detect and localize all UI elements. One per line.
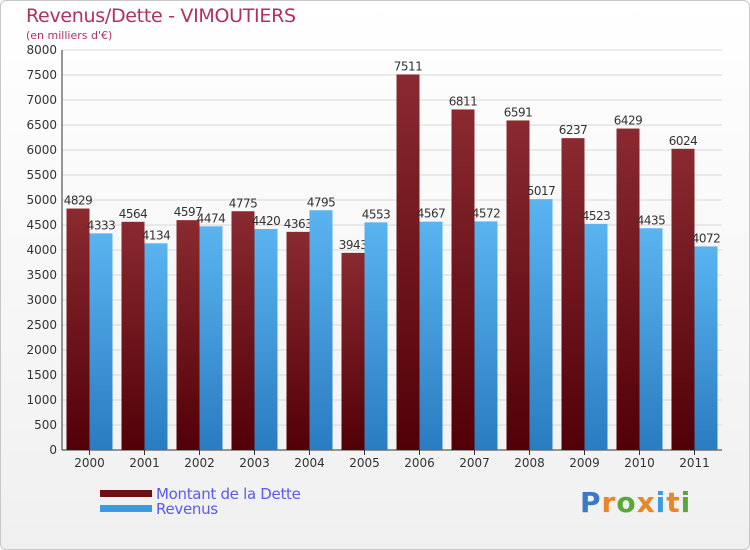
bar-revenus bbox=[584, 223, 608, 450]
bar-revenus bbox=[254, 229, 278, 450]
data-label: 4572 bbox=[472, 206, 501, 220]
data-label: 4072 bbox=[692, 231, 721, 245]
x-tick-label: 2003 bbox=[239, 456, 270, 470]
data-label: 4567 bbox=[417, 207, 446, 221]
data-label: 6237 bbox=[559, 123, 588, 137]
data-label: 4474 bbox=[197, 211, 226, 225]
bar-revenus bbox=[694, 246, 718, 450]
y-tick-label: 2500 bbox=[26, 318, 57, 332]
x-tick-label: 2007 bbox=[459, 456, 490, 470]
chart-title: Revenus/Dette - VIMOUTIERS bbox=[26, 5, 296, 27]
data-label: 4597 bbox=[174, 205, 203, 219]
bar-dette bbox=[231, 211, 255, 450]
data-label: 5017 bbox=[527, 184, 556, 198]
y-tick-label: 4500 bbox=[26, 218, 57, 232]
data-label: 6024 bbox=[669, 134, 698, 148]
y-tick-label: 6000 bbox=[26, 143, 57, 157]
bar-revenus bbox=[309, 210, 333, 450]
bar-revenus bbox=[199, 226, 223, 450]
y-tick-label: 3500 bbox=[26, 268, 57, 282]
data-label: 4363 bbox=[284, 217, 313, 231]
logo-letter: x bbox=[636, 486, 656, 519]
data-label: 6429 bbox=[614, 114, 643, 128]
bar-dette bbox=[176, 220, 200, 450]
data-label: 4795 bbox=[307, 195, 336, 209]
bar-revenus bbox=[639, 228, 663, 450]
x-tick-label: 2001 bbox=[129, 456, 160, 470]
bar-dette bbox=[616, 128, 640, 451]
legend-item-revenus: Revenus bbox=[100, 499, 301, 518]
logo-letter: t bbox=[666, 486, 681, 519]
bar-dette bbox=[561, 138, 585, 450]
y-tick-label: 5000 bbox=[26, 193, 57, 207]
x-tick-label: 2009 bbox=[569, 456, 600, 470]
bar-dette bbox=[121, 221, 145, 450]
bar-dette bbox=[451, 109, 475, 450]
y-tick-label: 2000 bbox=[26, 343, 57, 357]
y-tick-label: 4000 bbox=[26, 243, 57, 257]
data-label: 3943 bbox=[339, 238, 368, 252]
logo-letter: o bbox=[616, 486, 637, 519]
y-tick-label: 8000 bbox=[26, 43, 57, 57]
x-tick-label: 2011 bbox=[679, 456, 710, 470]
y-tick-label: 5500 bbox=[26, 168, 57, 182]
y-tick-label: 6500 bbox=[26, 118, 57, 132]
x-tick-label: 2005 bbox=[349, 456, 380, 470]
data-label: 4435 bbox=[637, 213, 666, 227]
legend-swatch-dette bbox=[100, 490, 152, 497]
bar-revenus bbox=[89, 233, 113, 450]
bar-dette bbox=[286, 231, 310, 450]
data-label: 4420 bbox=[252, 214, 281, 228]
y-tick-label: 500 bbox=[34, 418, 57, 432]
bar-revenus bbox=[419, 221, 443, 450]
data-label: 7511 bbox=[394, 59, 423, 73]
y-tick-label: 3000 bbox=[26, 293, 57, 307]
chart-subtitle: (en milliers d'€) bbox=[26, 29, 113, 42]
bar-revenus bbox=[474, 221, 498, 450]
logo-letter: P bbox=[580, 486, 602, 519]
x-tick-label: 2010 bbox=[624, 456, 655, 470]
x-tick-label: 2004 bbox=[294, 456, 325, 470]
data-label: 6591 bbox=[504, 105, 533, 119]
y-tick-label: 0 bbox=[49, 443, 57, 457]
logo-letter: r bbox=[601, 486, 617, 519]
bar-revenus bbox=[364, 222, 388, 450]
y-tick-label: 1500 bbox=[26, 368, 57, 382]
legend-swatch-revenus bbox=[100, 505, 152, 512]
proxiti-logo: Proxiti bbox=[580, 486, 691, 519]
data-label: 4134 bbox=[142, 228, 171, 242]
x-tick-label: 2008 bbox=[514, 456, 545, 470]
data-label: 4775 bbox=[229, 196, 258, 210]
logo-letter: i bbox=[680, 486, 692, 519]
bar-dette bbox=[341, 252, 365, 450]
bar-revenus bbox=[144, 243, 168, 450]
logo-letter: i bbox=[655, 486, 667, 519]
bar-dette bbox=[396, 74, 420, 450]
bar-revenus bbox=[529, 199, 553, 450]
x-tick-label: 2006 bbox=[404, 456, 435, 470]
y-tick-label: 1000 bbox=[26, 393, 57, 407]
data-label: 4564 bbox=[119, 207, 148, 221]
legend-label-dette: Montant de la Dette bbox=[156, 484, 301, 503]
data-label: 4523 bbox=[582, 209, 611, 223]
x-tick-label: 2002 bbox=[184, 456, 215, 470]
y-tick-label: 7500 bbox=[26, 68, 57, 82]
bar-dette bbox=[66, 208, 90, 450]
legend: Montant de la Dette Revenus bbox=[100, 484, 301, 518]
x-tick-label: 2000 bbox=[74, 456, 105, 470]
bar-dette bbox=[506, 120, 530, 450]
bar-dette bbox=[671, 148, 695, 451]
y-tick-label: 7000 bbox=[26, 93, 57, 107]
data-label: 4829 bbox=[64, 194, 93, 208]
legend-label-revenus: Revenus bbox=[156, 499, 218, 518]
data-label: 4333 bbox=[87, 218, 116, 232]
legend-item-dette: Montant de la Dette bbox=[100, 484, 301, 503]
data-label: 4553 bbox=[362, 207, 391, 221]
data-label: 6811 bbox=[449, 94, 478, 108]
